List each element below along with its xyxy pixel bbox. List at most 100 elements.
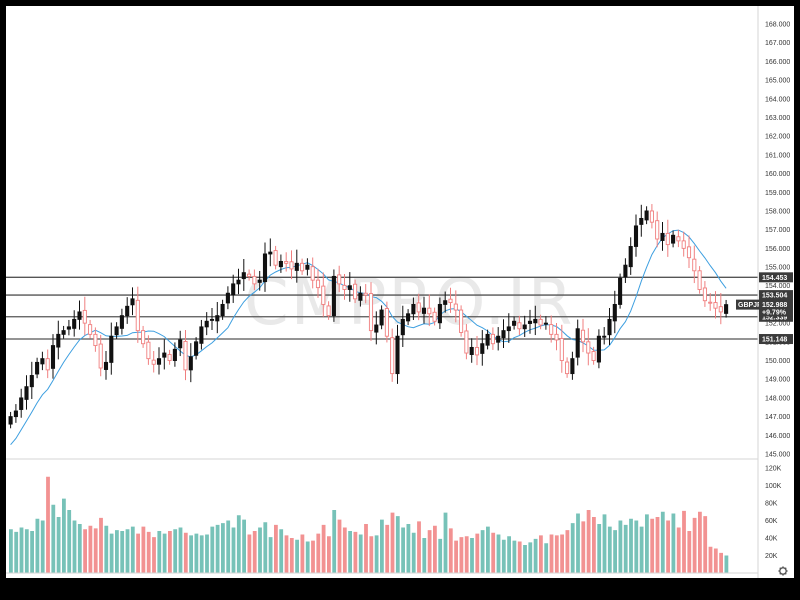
volume-bar bbox=[660, 511, 665, 573]
volume-bar bbox=[358, 534, 363, 573]
volume-bar bbox=[560, 534, 564, 573]
volume-bar bbox=[130, 526, 135, 573]
candle-body bbox=[469, 346, 474, 355]
moving-average-line bbox=[10, 229, 727, 446]
level-label: 153.504 bbox=[762, 293, 787, 300]
volume-bar bbox=[321, 524, 326, 573]
volume-bar bbox=[602, 514, 607, 573]
candle-body bbox=[421, 307, 427, 314]
candle-body bbox=[156, 358, 162, 365]
candle-body bbox=[257, 279, 262, 283]
volume-bar bbox=[316, 533, 321, 573]
candle-body bbox=[125, 305, 130, 317]
volume-bar bbox=[88, 525, 93, 573]
volume-bar bbox=[676, 527, 681, 573]
candle-body bbox=[639, 217, 644, 225]
volume-bar bbox=[305, 541, 310, 573]
volume-bar bbox=[226, 520, 231, 573]
volume-bar bbox=[279, 529, 284, 573]
volume-bar bbox=[470, 538, 474, 573]
candle-body bbox=[464, 330, 469, 354]
candle-body bbox=[459, 309, 464, 333]
volume-bar bbox=[629, 518, 633, 573]
candle-body bbox=[702, 287, 707, 302]
candle-body bbox=[215, 315, 220, 322]
candle-body bbox=[633, 225, 639, 247]
candle-body bbox=[591, 351, 596, 361]
volume-bar bbox=[115, 530, 119, 573]
candle-body bbox=[453, 303, 458, 311]
volume-bar bbox=[459, 537, 464, 573]
candle-body bbox=[268, 251, 273, 255]
candle-body bbox=[660, 232, 665, 241]
volume-bar bbox=[72, 520, 77, 573]
volume-bar bbox=[51, 504, 56, 573]
candle-body bbox=[406, 313, 411, 322]
volume-tick-label: 120K bbox=[765, 466, 782, 473]
volume-bar bbox=[168, 531, 172, 573]
candle-body bbox=[432, 311, 437, 322]
candle-body bbox=[45, 358, 50, 371]
level-label: 151.148 bbox=[762, 337, 787, 344]
volume-bar bbox=[157, 531, 162, 573]
candle-body bbox=[644, 210, 649, 221]
volume-bar bbox=[486, 526, 490, 573]
price-axis[interactable]: 145.000 146.000 147.000 148.000 149.000 150.0… bbox=[765, 22, 790, 459]
volume-tick-label: 100K bbox=[765, 483, 782, 490]
volume-bar bbox=[480, 530, 485, 573]
volume-bar bbox=[634, 520, 639, 573]
volume-bar bbox=[136, 533, 140, 573]
volume-bar bbox=[205, 534, 209, 573]
candle-body bbox=[284, 260, 289, 264]
price-tick-label: 158.000 bbox=[765, 208, 790, 215]
candle-body bbox=[315, 279, 321, 289]
volume-bar bbox=[464, 536, 469, 573]
candlestick-chart[interactable]: CMPRO.IR 145.000146.000147.000148.000149… bbox=[6, 6, 794, 578]
candle-body bbox=[162, 352, 167, 358]
price-tick-label: 161.000 bbox=[765, 152, 790, 159]
volume-bar bbox=[215, 524, 220, 573]
candle-body bbox=[411, 303, 416, 315]
gear-icon[interactable] bbox=[778, 566, 788, 576]
volume-bar bbox=[99, 517, 103, 573]
volume-bar bbox=[268, 537, 273, 573]
candle-body bbox=[649, 210, 654, 223]
candle-body bbox=[400, 318, 405, 336]
candle-body bbox=[718, 306, 723, 313]
candle-body bbox=[305, 264, 310, 270]
candle-body bbox=[395, 335, 400, 375]
volume-bar bbox=[565, 530, 570, 573]
candle-body bbox=[337, 274, 342, 285]
volume-bar bbox=[433, 525, 437, 573]
gear-tooth bbox=[784, 572, 787, 575]
candle-body bbox=[506, 326, 511, 332]
candle-body bbox=[724, 304, 729, 314]
candle-body bbox=[575, 328, 580, 358]
candle-body bbox=[618, 277, 623, 305]
candle-body bbox=[61, 330, 66, 335]
volume-bar bbox=[607, 526, 612, 573]
volume-bar bbox=[93, 528, 98, 573]
volume-bar bbox=[125, 529, 130, 573]
volume-bar bbox=[24, 529, 29, 573]
candle-body bbox=[374, 324, 379, 333]
volume-bar bbox=[385, 524, 390, 573]
candle-body bbox=[559, 338, 564, 361]
candle-body bbox=[390, 337, 395, 375]
volume-bar bbox=[199, 535, 204, 573]
price-tick-label: 160.000 bbox=[765, 171, 790, 178]
volume-bar bbox=[236, 515, 241, 573]
volume-bar bbox=[544, 543, 549, 573]
price-change-label: +9.79% bbox=[762, 310, 787, 317]
price-tick-label: 166.000 bbox=[765, 59, 790, 66]
price-tick-label: 149.000 bbox=[765, 377, 790, 384]
volume-bar bbox=[692, 517, 697, 573]
candle-body bbox=[628, 246, 633, 268]
candle-body bbox=[512, 320, 517, 326]
volume-bar bbox=[475, 533, 480, 573]
volume-bar bbox=[406, 524, 411, 573]
level-labels: 154.453 153.504 152.339 151.148 GBPJPY152.98… bbox=[736, 272, 793, 345]
candle-body bbox=[93, 333, 98, 347]
volume-bar bbox=[592, 517, 596, 573]
candle-body bbox=[692, 258, 697, 272]
